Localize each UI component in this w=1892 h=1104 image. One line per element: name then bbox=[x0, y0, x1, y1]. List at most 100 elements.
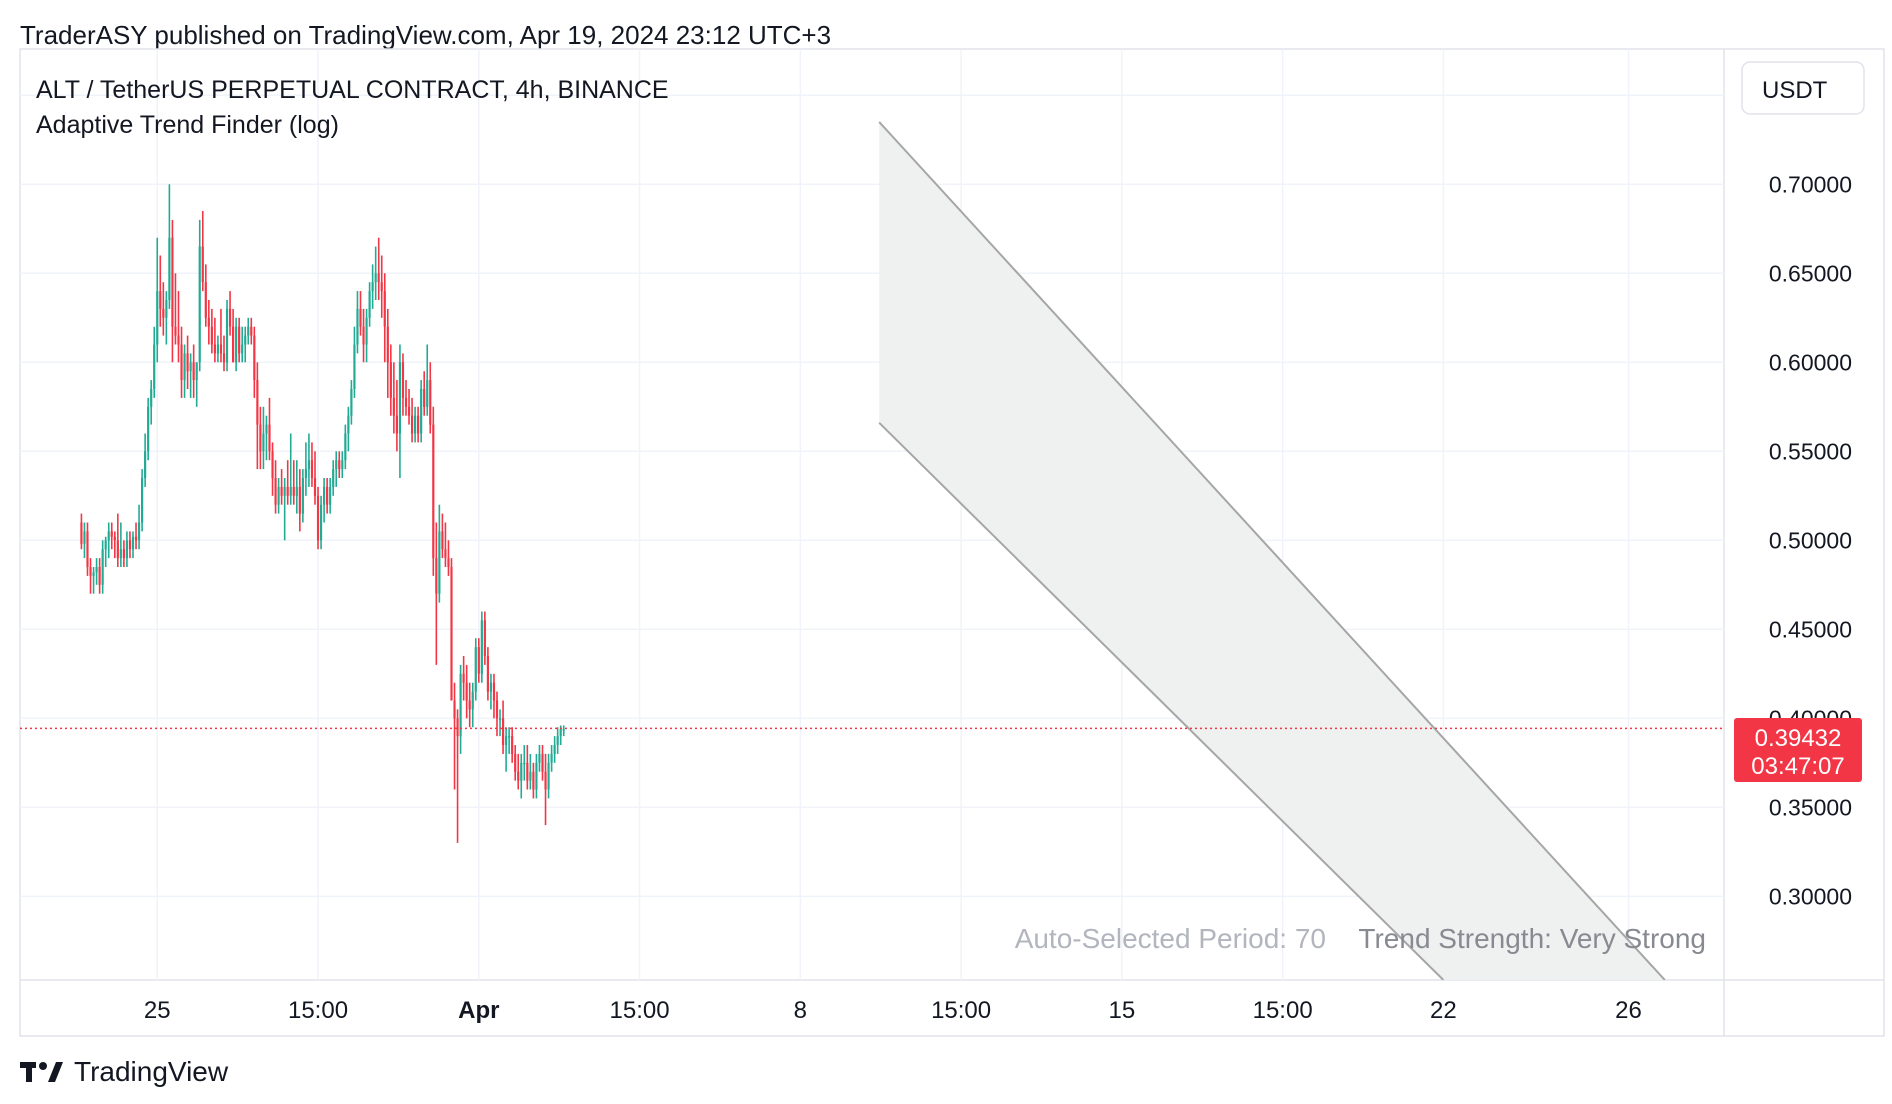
candle-body bbox=[177, 335, 180, 345]
candle-body bbox=[268, 424, 271, 452]
candle-body bbox=[495, 700, 499, 719]
candle-body bbox=[410, 415, 414, 434]
candle bbox=[456, 709, 459, 843]
candle bbox=[444, 522, 447, 568]
time-tick-label: 15:00 bbox=[610, 997, 670, 1024]
candle-body bbox=[134, 536, 138, 541]
candle bbox=[204, 264, 207, 327]
candle-body bbox=[553, 745, 556, 754]
candle bbox=[295, 460, 298, 514]
candle-body bbox=[544, 771, 547, 790]
candle bbox=[474, 638, 477, 701]
candle bbox=[222, 335, 226, 372]
candle bbox=[192, 344, 195, 398]
candle bbox=[256, 362, 259, 470]
candle-body bbox=[350, 389, 353, 416]
candle bbox=[177, 291, 180, 363]
candle-body bbox=[462, 673, 465, 683]
currency-button[interactable]: USDT bbox=[1741, 61, 1865, 115]
candle bbox=[501, 700, 505, 754]
candle bbox=[131, 531, 135, 559]
candle-body bbox=[289, 486, 292, 496]
candle-body bbox=[523, 762, 526, 765]
candle-body bbox=[559, 729, 562, 737]
candle-body bbox=[171, 237, 174, 327]
candle bbox=[122, 540, 125, 568]
candle bbox=[271, 442, 274, 496]
candle-body bbox=[119, 549, 122, 559]
candle-body bbox=[228, 308, 232, 327]
candle-body bbox=[192, 362, 195, 381]
candle-body bbox=[95, 567, 98, 573]
candle bbox=[92, 567, 95, 594]
candle-body bbox=[368, 291, 371, 318]
candle-body bbox=[144, 451, 147, 479]
candle-body bbox=[283, 486, 286, 496]
candle-body bbox=[116, 540, 119, 559]
footer-brand: TradingView bbox=[74, 1056, 229, 1087]
candle bbox=[241, 326, 244, 363]
candle bbox=[247, 317, 250, 345]
candle-body bbox=[520, 762, 523, 781]
candle bbox=[277, 478, 280, 514]
price-axis[interactable]: 0.750000.700000.650000.600000.550000.500… bbox=[1769, 82, 1852, 909]
candle-body bbox=[162, 308, 165, 318]
candle bbox=[310, 442, 314, 487]
candle-body bbox=[213, 344, 216, 354]
candle-body bbox=[474, 647, 477, 692]
candle-body bbox=[310, 460, 314, 479]
candle bbox=[107, 522, 110, 559]
candle-body bbox=[526, 762, 529, 781]
candle-body bbox=[392, 397, 395, 416]
candle bbox=[101, 540, 104, 594]
candle-body bbox=[374, 273, 377, 283]
candle-body bbox=[444, 549, 447, 559]
candle-body bbox=[341, 460, 344, 470]
candle-body bbox=[332, 469, 335, 487]
candle bbox=[225, 299, 229, 372]
candle bbox=[371, 264, 374, 309]
candle-body bbox=[353, 344, 356, 390]
candle bbox=[556, 727, 559, 754]
candle-body bbox=[210, 326, 213, 345]
candle bbox=[332, 460, 335, 496]
candle bbox=[377, 237, 380, 300]
candle-body bbox=[204, 282, 207, 318]
time-axis[interactable]: 25 15:00 Apr 15:00 8 15:00 15 15:00 22 26 bbox=[144, 997, 1642, 1024]
candle bbox=[159, 255, 162, 327]
currency-button-label[interactable]: USDT bbox=[1762, 77, 1828, 104]
candle bbox=[80, 513, 83, 550]
candle-body bbox=[201, 246, 204, 283]
candle bbox=[128, 531, 132, 559]
candle bbox=[459, 664, 462, 754]
candle bbox=[541, 745, 544, 781]
candle-body bbox=[429, 380, 432, 425]
candle-body bbox=[225, 308, 229, 363]
candle bbox=[450, 558, 453, 701]
candle-body bbox=[207, 317, 210, 327]
candle-body bbox=[414, 415, 417, 434]
candle bbox=[86, 522, 89, 576]
price-tick-label: 0.50000 bbox=[1769, 527, 1852, 553]
candle bbox=[410, 397, 414, 443]
candle bbox=[547, 753, 550, 799]
candle bbox=[511, 727, 514, 763]
candle bbox=[162, 282, 165, 336]
candle-body bbox=[498, 718, 502, 720]
candle bbox=[210, 308, 213, 354]
candle-body bbox=[562, 729, 565, 731]
candle-body bbox=[168, 237, 171, 300]
candle bbox=[301, 469, 304, 523]
candle-body bbox=[216, 344, 220, 354]
currency-button-bg[interactable] bbox=[1741, 61, 1865, 115]
time-tick-label: 15:00 bbox=[288, 997, 348, 1024]
candle-body bbox=[244, 335, 247, 345]
candle bbox=[274, 460, 277, 514]
candle bbox=[259, 406, 262, 470]
candle-body bbox=[232, 326, 235, 363]
candle bbox=[265, 415, 268, 461]
trend-strength-text: Trend Strength: Very Strong bbox=[1358, 923, 1706, 954]
candle bbox=[471, 682, 474, 728]
candle-body bbox=[538, 753, 541, 763]
